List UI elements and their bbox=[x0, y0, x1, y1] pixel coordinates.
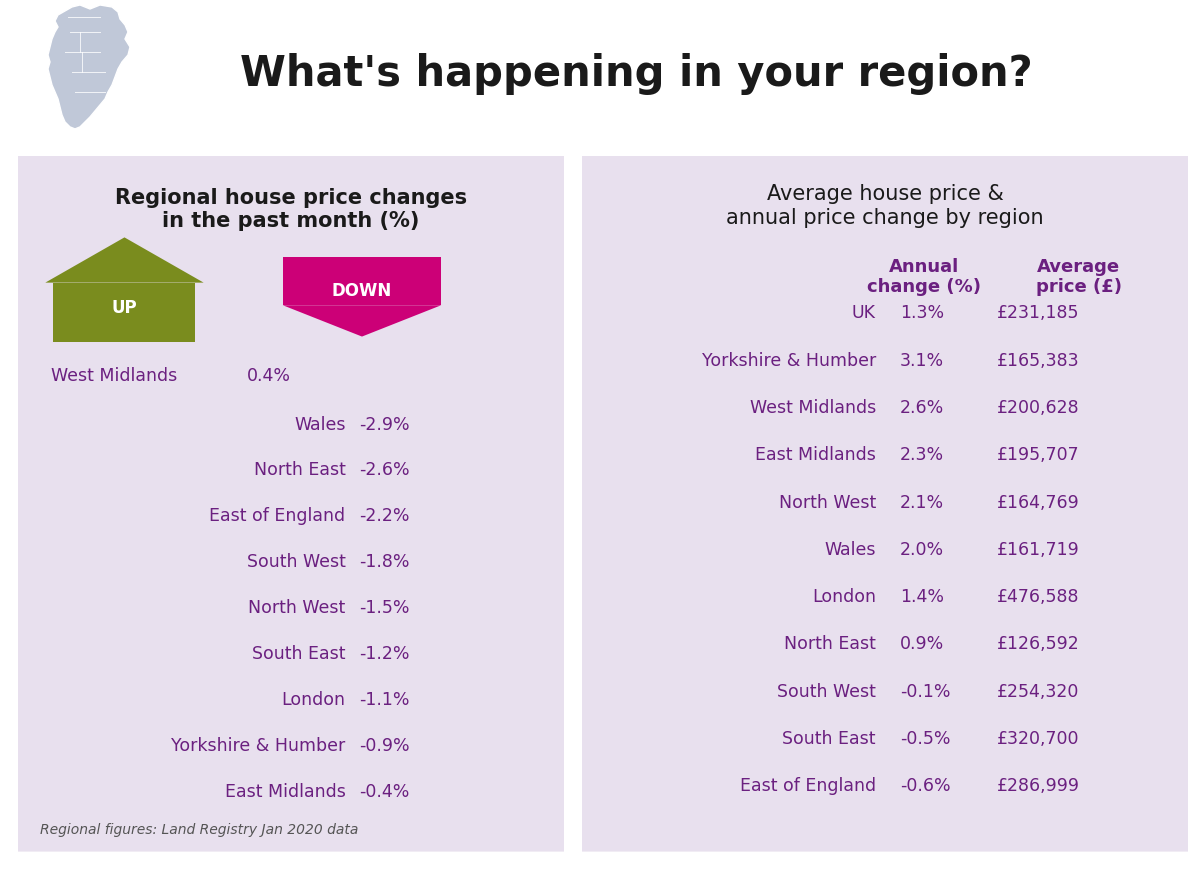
Text: 2.0%: 2.0% bbox=[900, 541, 944, 558]
Text: £195,707: £195,707 bbox=[997, 446, 1080, 464]
Text: 2.6%: 2.6% bbox=[900, 398, 944, 416]
Text: West Midlands: West Midlands bbox=[750, 398, 876, 416]
Text: 2.3%: 2.3% bbox=[900, 446, 944, 464]
Text: South East: South East bbox=[252, 645, 346, 662]
Text: £476,588: £476,588 bbox=[997, 587, 1080, 606]
Text: London: London bbox=[282, 690, 346, 708]
Text: -0.5%: -0.5% bbox=[900, 729, 950, 747]
Text: 1.4%: 1.4% bbox=[900, 587, 944, 606]
Text: Annual
change (%): Annual change (%) bbox=[868, 257, 982, 296]
Text: Average house price &
annual price change by region: Average house price & annual price chang… bbox=[726, 184, 1044, 228]
Text: £161,719: £161,719 bbox=[997, 541, 1080, 558]
Text: UP: UP bbox=[112, 298, 137, 316]
Text: 0.9%: 0.9% bbox=[900, 634, 944, 653]
Text: South East: South East bbox=[782, 729, 876, 747]
Text: -0.6%: -0.6% bbox=[900, 777, 950, 794]
Text: East of England: East of England bbox=[210, 507, 346, 525]
Text: South West: South West bbox=[778, 682, 876, 700]
Text: £254,320: £254,320 bbox=[997, 682, 1080, 700]
Text: North West: North West bbox=[248, 599, 346, 617]
Text: 0.4%: 0.4% bbox=[247, 367, 292, 384]
Text: East of England: East of England bbox=[739, 777, 876, 794]
Text: -2.2%: -2.2% bbox=[359, 507, 409, 525]
Text: North East: North East bbox=[253, 461, 346, 479]
Text: -0.9%: -0.9% bbox=[359, 736, 410, 754]
FancyBboxPatch shape bbox=[582, 156, 1188, 852]
Text: £200,628: £200,628 bbox=[997, 398, 1080, 416]
Text: -1.5%: -1.5% bbox=[359, 599, 409, 617]
Text: South West: South West bbox=[247, 553, 346, 571]
Polygon shape bbox=[46, 238, 204, 283]
FancyBboxPatch shape bbox=[54, 283, 196, 342]
Text: £231,185: £231,185 bbox=[997, 304, 1080, 322]
Polygon shape bbox=[48, 6, 130, 129]
Text: 1.3%: 1.3% bbox=[900, 304, 944, 322]
FancyBboxPatch shape bbox=[18, 156, 564, 852]
Text: London: London bbox=[812, 587, 876, 606]
Text: -1.2%: -1.2% bbox=[359, 645, 409, 662]
Text: 2.1%: 2.1% bbox=[900, 493, 944, 511]
Text: North West: North West bbox=[779, 493, 876, 511]
Text: East Midlands: East Midlands bbox=[224, 782, 346, 800]
Text: £164,769: £164,769 bbox=[997, 493, 1080, 511]
Text: Regional figures: Land Registry Jan 2020 data: Regional figures: Land Registry Jan 2020… bbox=[40, 822, 359, 836]
Text: -2.9%: -2.9% bbox=[359, 415, 410, 433]
Text: £320,700: £320,700 bbox=[997, 729, 1080, 747]
Text: -1.1%: -1.1% bbox=[359, 690, 409, 708]
Text: 3.1%: 3.1% bbox=[900, 351, 944, 369]
Text: Wales: Wales bbox=[294, 415, 346, 433]
Text: £126,592: £126,592 bbox=[997, 634, 1080, 653]
Text: East Midlands: East Midlands bbox=[755, 446, 876, 464]
Text: Yorkshire & Humber: Yorkshire & Humber bbox=[702, 351, 876, 369]
Text: -2.6%: -2.6% bbox=[359, 461, 410, 479]
Text: £286,999: £286,999 bbox=[997, 777, 1080, 794]
Text: £165,383: £165,383 bbox=[997, 351, 1080, 369]
Text: Yorkshire & Humber: Yorkshire & Humber bbox=[172, 736, 346, 754]
Text: Average
price (£): Average price (£) bbox=[1036, 257, 1122, 296]
Polygon shape bbox=[283, 306, 442, 337]
Text: Wales: Wales bbox=[824, 541, 876, 558]
FancyBboxPatch shape bbox=[283, 257, 442, 306]
Text: -0.4%: -0.4% bbox=[359, 782, 409, 800]
Text: What's happening in your region?: What's happening in your region? bbox=[240, 53, 1033, 95]
Text: West Midlands: West Midlands bbox=[50, 367, 178, 384]
Text: DOWN: DOWN bbox=[332, 282, 392, 300]
Text: Regional house price changes
in the past month (%): Regional house price changes in the past… bbox=[115, 188, 467, 231]
Text: UK: UK bbox=[852, 304, 876, 322]
Text: North East: North East bbox=[784, 634, 876, 653]
Text: -0.1%: -0.1% bbox=[900, 682, 950, 700]
Text: -1.8%: -1.8% bbox=[359, 553, 409, 571]
